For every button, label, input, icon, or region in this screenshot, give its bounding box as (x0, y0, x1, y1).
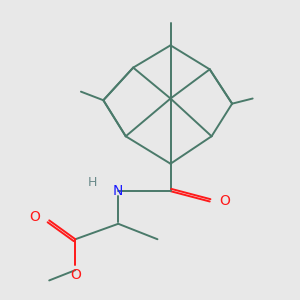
Text: H: H (88, 176, 97, 189)
Text: O: O (219, 194, 230, 208)
Text: O: O (70, 268, 81, 282)
Text: O: O (29, 210, 40, 224)
Text: N: N (113, 184, 124, 198)
